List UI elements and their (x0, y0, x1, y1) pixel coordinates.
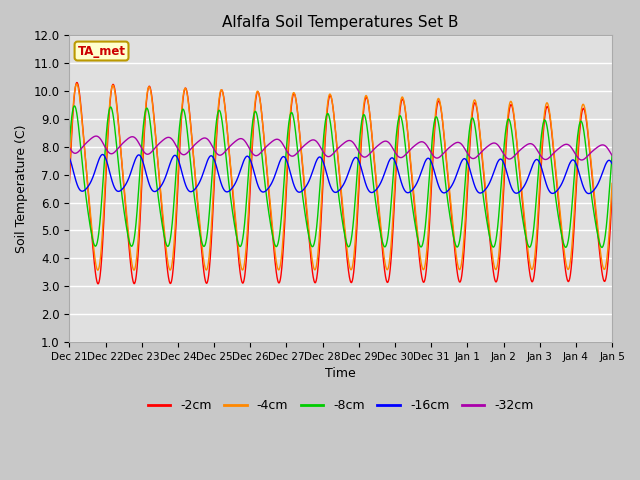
-8cm (598, 244, 606, 250)
-8cm (356, 128, 364, 134)
-2cm (65, 180, 73, 186)
-4cm (608, 180, 616, 186)
Line: -2cm: -2cm (69, 83, 612, 284)
-32cm (369, 148, 376, 154)
-32cm (578, 157, 586, 163)
-4cm (561, 251, 568, 257)
X-axis label: Time: Time (325, 367, 356, 380)
-2cm (576, 130, 584, 135)
-4cm (218, 87, 225, 93)
-4cm (65, 169, 73, 175)
-32cm (217, 152, 225, 158)
-4cm (73, 81, 81, 87)
Line: -32cm: -32cm (69, 136, 612, 160)
-16cm (575, 171, 583, 177)
-8cm (369, 171, 376, 177)
-4cm (94, 267, 102, 273)
-8cm (575, 121, 583, 127)
-16cm (561, 175, 568, 180)
-4cm (369, 138, 376, 144)
-8cm (499, 164, 506, 169)
-16cm (369, 190, 376, 195)
-2cm (369, 139, 376, 145)
-2cm (73, 80, 81, 85)
-16cm (585, 191, 593, 196)
-32cm (561, 142, 568, 148)
-2cm (561, 260, 568, 265)
-2cm (499, 205, 507, 211)
-32cm (575, 156, 583, 162)
-16cm (356, 163, 364, 168)
-32cm (92, 133, 100, 139)
-16cm (99, 152, 106, 157)
-8cm (70, 103, 78, 109)
-2cm (94, 281, 102, 287)
-16cm (499, 157, 506, 163)
Legend: -2cm, -4cm, -8cm, -16cm, -32cm: -2cm, -4cm, -8cm, -16cm, -32cm (143, 394, 539, 417)
Line: -4cm: -4cm (69, 84, 612, 270)
-4cm (576, 121, 584, 127)
-32cm (356, 151, 364, 157)
-8cm (608, 152, 616, 158)
-2cm (357, 150, 365, 156)
Title: Alfalfa Soil Temperatures Set B: Alfalfa Soil Temperatures Set B (223, 15, 459, 30)
Text: TA_met: TA_met (77, 45, 125, 58)
-16cm (217, 180, 225, 186)
Y-axis label: Soil Temperature (C): Soil Temperature (C) (15, 124, 28, 253)
-4cm (499, 193, 507, 199)
-4cm (357, 141, 365, 147)
-16cm (65, 155, 73, 161)
Line: -16cm: -16cm (69, 155, 612, 193)
-8cm (217, 112, 225, 118)
-8cm (561, 243, 568, 249)
-32cm (608, 153, 616, 158)
-8cm (65, 140, 73, 146)
-16cm (608, 161, 616, 167)
-32cm (499, 149, 506, 155)
-2cm (608, 192, 616, 198)
Line: -8cm: -8cm (69, 106, 612, 247)
-32cm (65, 144, 73, 150)
-2cm (218, 87, 225, 93)
